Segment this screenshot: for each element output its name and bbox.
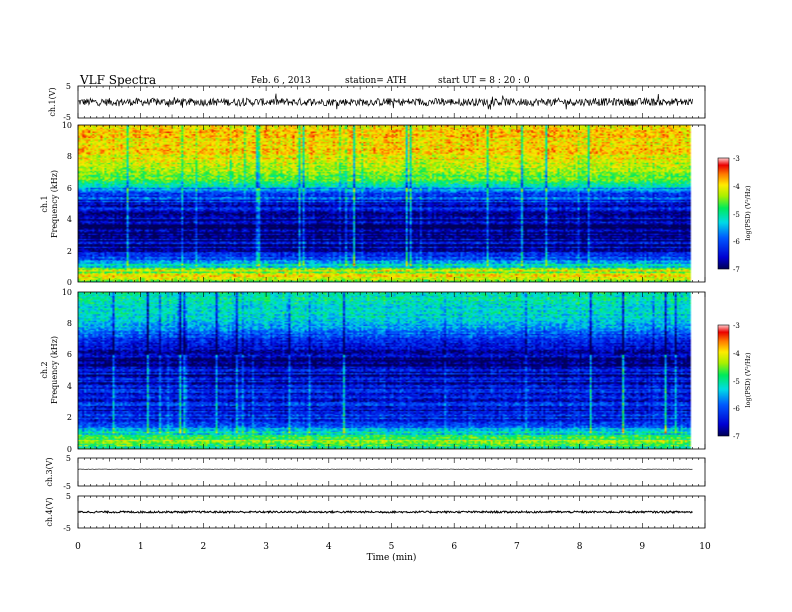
- ch1-ytick-top: 5: [66, 82, 71, 91]
- ch1-colorbar-tick-6: -6: [733, 238, 740, 246]
- ch3-ytick-top: 5: [66, 454, 71, 463]
- ch2-ytick-4: 4: [67, 382, 72, 391]
- xtick-label-3: 3: [263, 542, 269, 552]
- ch1-spectrogram-heatmap: [78, 125, 705, 282]
- date-label: Feb. 6 , 2013: [251, 76, 311, 86]
- ch2-colorbar-gradient: [718, 325, 729, 436]
- ch3-waveform-ylabel: ch.3(V): [45, 457, 54, 486]
- ch4-ytick-bottom: -5: [63, 524, 71, 533]
- ch2-ytick-10: 10: [62, 288, 72, 297]
- ch1-colorbar-gradient: [718, 158, 729, 269]
- xtick-label-7: 7: [514, 542, 520, 552]
- ch2-spectrogram-panel: 0 2 4 6 8 10 ch.2 Frequency (kHz): [40, 288, 706, 454]
- ch1-waveform-line: [77, 93, 693, 110]
- ch4-waveform-panel: 5 -5 ch.4(V): [45, 492, 706, 533]
- xtick-label-1: 1: [138, 542, 144, 552]
- ch1-colorbar-frame: [717, 157, 730, 270]
- ch1-ytick-0: 0: [67, 278, 72, 287]
- ch4-ytick-top: 5: [66, 492, 71, 501]
- ch1-colorbar-tick-3: -3: [733, 155, 740, 163]
- ch2-colorbar-tick-4: -4: [733, 350, 740, 358]
- ch1-ytick-6: 6: [67, 184, 72, 193]
- ch2-colorbar-tick-7: -7: [733, 433, 740, 441]
- ch2-colorbar-tick-3: -3: [733, 322, 740, 330]
- ch1-ytick-2: 2: [67, 247, 72, 256]
- ch1-frequency-axis-label: Frequency (kHz): [50, 170, 59, 238]
- axis-tick-marks: [77, 86, 706, 528]
- xtick-label-0: 0: [75, 542, 81, 552]
- ch1-ytick-bottom: -5: [63, 113, 71, 122]
- ch3-ytick-bottom: -5: [63, 482, 71, 491]
- ch2-spectrogram-channel-label: ch.2: [40, 361, 49, 378]
- ch1-colorbar-tick-5: -5: [733, 211, 740, 219]
- xtick-label-9: 9: [639, 542, 645, 552]
- ch2-colorbar-frame: [717, 324, 730, 437]
- ch1-waveform-panel: 5 -5 ch.1(V): [48, 82, 706, 122]
- ch2-colorbar-tick-5: -5: [733, 378, 740, 386]
- ch4-waveform-line: [77, 509, 693, 515]
- xtick-label-2: 2: [201, 542, 207, 552]
- ch1-colorbar-label: log(PSD) (V²/Hz): [744, 185, 752, 240]
- figure-title: VLF Spectra: [79, 73, 156, 87]
- xtick-label-10: 10: [699, 542, 711, 552]
- time-axis: 0 1 2 3 4 5 6 7 8 9 10 Time (min): [75, 542, 711, 563]
- ch1-ytick-8: 8: [67, 152, 72, 161]
- x-axis-label: Time (min): [367, 552, 417, 563]
- ch1-colorbar: -7 -6 -5 -4 -3 log(PSD) (V²/Hz): [717, 155, 752, 274]
- ch1-ytick-4: 4: [67, 215, 72, 224]
- ch1-ytick-10: 10: [62, 121, 72, 130]
- ch4-waveform-ylabel: ch.4(V): [45, 497, 54, 526]
- ch1-spectrogram-panel: 0 2 4 6 8 10 ch.1 Frequency (kHz): [40, 121, 706, 287]
- ch1-spectrogram-channel-label: ch.1: [40, 195, 49, 212]
- ch2-colorbar: -7 -6 -5 -4 -3 log(PSD) (V²/Hz): [717, 322, 752, 441]
- ch2-colorbar-label: log(PSD) (V²/Hz): [744, 352, 752, 407]
- xtick-label-6: 6: [451, 542, 457, 552]
- ch1-waveform-ylabel: ch.1(V): [48, 87, 57, 116]
- ch2-ytick-6: 6: [67, 350, 72, 359]
- ch2-spectrogram-heatmap: [78, 292, 705, 449]
- xtick-label-4: 4: [326, 542, 332, 552]
- ch1-colorbar-tick-4: -4: [733, 183, 740, 191]
- ch3-waveform-panel: 5 -5 ch.3(V): [45, 454, 706, 491]
- ch1-colorbar-tick-7: -7: [733, 266, 740, 274]
- ch2-ytick-0: 0: [67, 445, 72, 454]
- ch2-frequency-axis-label: Frequency (kHz): [50, 336, 59, 404]
- start-time-label: start UT = 8 : 20 : 0: [438, 76, 530, 86]
- xtick-label-8: 8: [577, 542, 583, 552]
- ch2-ytick-2: 2: [67, 413, 72, 422]
- station-label: station= ATH: [345, 76, 407, 86]
- ch2-ytick-8: 8: [67, 319, 72, 328]
- xtick-label-5: 5: [389, 542, 395, 552]
- ch2-colorbar-tick-6: -6: [733, 405, 740, 413]
